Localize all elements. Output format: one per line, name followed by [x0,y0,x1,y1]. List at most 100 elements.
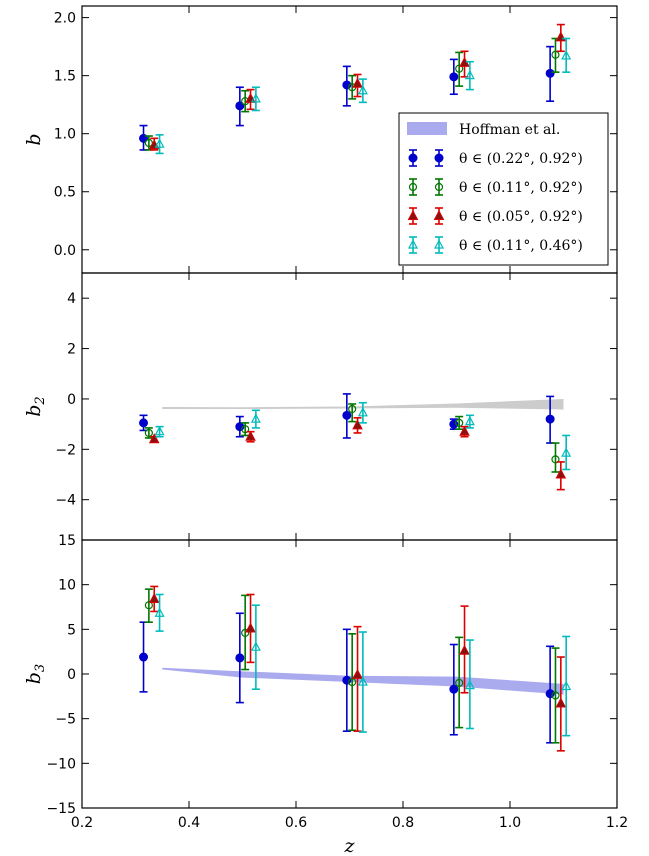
b3-s3-errorbar [358,631,367,733]
legend-box [398,112,609,266]
b2-ytick-label: −2 [55,442,76,458]
b-s3-point [464,69,475,80]
b2-series-2 [148,417,567,491]
b2-s0-point [139,418,149,428]
xtick-label: 0.2 [71,815,93,831]
legend-s2-label: θ ∈ (0.05°, 0.92°) [459,209,583,225]
b-s3-errorbar [465,60,474,91]
b3-s2-point [459,644,470,655]
b2-s1-point [144,428,153,438]
b3-s2-point [555,697,567,708]
b2-s1-point [348,404,357,414]
b2-ytick-label: 4 [67,291,76,307]
b2-s3-errorbar [251,409,260,429]
b2-s1-point [241,425,250,434]
b-s0-point [449,72,459,82]
b3-s3-point [154,607,165,617]
b3-s1-errorbar [551,647,560,744]
b3-ytick-label: 0 [67,667,76,683]
b3-s2-point [352,668,363,679]
b-s3-point [250,93,261,103]
b3-s1-point [348,677,357,687]
b3-s3-errorbar [251,604,260,690]
b-s3-point [357,84,368,95]
legend-s1-errorbar [409,178,417,196]
b2-s0-point [342,410,352,420]
legend-s1-marker [434,182,444,192]
b2-ylabel: b2 [23,396,48,416]
b2-s3-point [357,407,368,417]
b-ytick-label: 0.0 [54,243,76,259]
b-ytick-label: 1.5 [54,69,76,85]
b2-s2-point [459,425,470,436]
b2-s2-point [352,419,363,430]
b-s1-errorbar [551,37,560,73]
xtick-label: 0.8 [392,815,414,831]
b-s1-point [455,64,464,73]
b3-s0-point [139,652,149,662]
b3-ylabel: b3 [23,664,48,684]
b-s1-errorbar [455,51,464,87]
b2-hoffman-band [162,398,564,410]
b2-ytick-label: 0 [67,392,76,408]
b3-s0-point [449,684,459,694]
b2-s3-point [250,413,261,423]
b3-s1-point [144,601,153,610]
b3-s0-point [235,653,245,663]
legend-band-swatch [407,122,447,135]
b2-s1-errorbar [455,415,464,430]
b2-s1-point [551,455,560,464]
b3-s1-errorbar [241,594,250,671]
b2-s3-errorbar [358,401,367,424]
b-s3-errorbar [358,78,367,104]
b3-ytick-label: −10 [46,756,76,772]
b2-ytick-label: 2 [67,342,76,358]
xtick-label: 0.4 [178,815,200,831]
b3-s3-point [561,680,572,691]
b2-series-1 [144,403,560,473]
b-ytick-label: 0.5 [54,185,76,201]
b2-s3-point [561,447,572,457]
xtick-label: 1.0 [499,815,521,831]
legend-s3-marker [434,239,444,249]
b3-axes-frame [81,539,618,809]
b2-s2-point [148,433,160,444]
panel-b2: −4 −2 0 2 4 b2 [23,272,618,541]
b2-s2-point [555,468,567,479]
b3-s3-point [357,676,368,686]
b-series-3 [154,37,572,155]
b2-s2-point [245,430,256,441]
b2-s1-errorbar [551,442,560,473]
legend-s3-marker [408,239,418,249]
b2-s1-errorbar [241,422,250,437]
legend-s3-label: θ ∈ (0.11°, 0.46°) [459,238,583,254]
legend-s2-marker [407,209,419,220]
legend: Hoffman et al. θ ∈ (0.22°, 0.92°) θ ∈ (0.1… [398,112,609,266]
b3-ytick-label: 5 [67,622,76,638]
b3-s2-point [148,592,160,603]
b-ylabel: b [23,133,45,145]
b-s3-errorbar [251,86,260,112]
b3-s2-errorbar [353,625,362,732]
legend-s1-marker [408,182,418,192]
b-s3-point [561,50,572,60]
xtick-label: 1.2 [606,815,628,831]
b3-s1-point [551,691,560,700]
b2-s3-point [154,425,165,436]
b3-s1-errorbar [348,632,357,732]
b3-ytick-label: −5 [55,712,76,728]
b3-s3-errorbar [562,635,571,737]
b3-s3-point [464,679,475,690]
b3-s1-point [455,678,464,688]
b-s2-point [555,31,567,42]
legend-s0-marker [434,153,444,163]
legend-s1-errorbar [435,178,443,196]
b2-s0-point [545,414,555,424]
b-s0-point [545,68,555,78]
b3-s1-point [241,628,250,638]
legend-s1-label: θ ∈ (0.11°, 0.92°) [459,180,583,196]
xtick-label: 0.6 [285,815,307,831]
b-s2-point [352,77,363,88]
b-ytick-label: 1.0 [54,127,76,143]
